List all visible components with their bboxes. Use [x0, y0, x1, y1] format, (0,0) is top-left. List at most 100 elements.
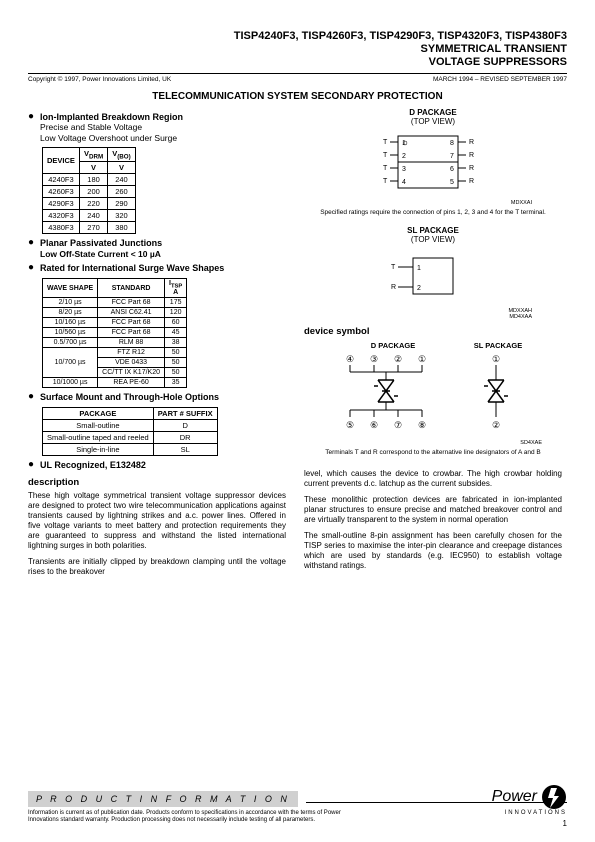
t2-cell: 10/560 µs [43, 328, 98, 338]
feature1-title: Ion-Implanted Breakdown Region [40, 112, 183, 123]
sl-package-sub: (TOP VIEW) [304, 235, 562, 244]
logo-text1: Power [492, 788, 537, 806]
svg-text:②: ② [492, 420, 500, 430]
t2-cell: FTZ R12 [98, 348, 165, 358]
svg-text:①: ① [492, 354, 500, 364]
d-package-code: MDXXAI [304, 200, 532, 206]
svg-text:R: R [469, 152, 474, 159]
left-column: ● Ion-Implanted Breakdown Region Precise… [28, 108, 286, 583]
title-line3: VOLTAGE SUPPRESSORS [28, 56, 567, 69]
t2-cell: 45 [165, 328, 187, 338]
svg-text:⑥: ⑥ [370, 420, 378, 430]
t1-cell: 260 [108, 186, 136, 198]
wave-shape-table: WAVE SHAPE STANDARD ITSPA 2/10 µsFCC Par… [42, 278, 187, 388]
t3-h1: PACKAGE [43, 408, 154, 420]
feature2-title: Planar Passivated Junctions [40, 238, 162, 249]
t1-cell: 4240F3 [43, 174, 80, 186]
svg-text:⑤: ⑤ [346, 420, 354, 430]
section-title: TELECOMMUNICATION SYSTEM SECONDARY PROTE… [28, 91, 567, 102]
t2-cell: FCC Part 68 [98, 298, 165, 308]
t1-cell: 4260F3 [43, 186, 80, 198]
svg-text:⑦: ⑦ [394, 420, 402, 430]
t2-cell: 8/20 µs [43, 308, 98, 318]
bullet-icon: ● [28, 460, 34, 471]
svg-text:T: T [383, 152, 388, 159]
d-package-sub: (TOP VIEW) [304, 117, 562, 126]
svg-text:2: 2 [417, 285, 421, 292]
t2-cell: 10/1000 µs [43, 378, 98, 388]
t1-cell: 320 [108, 210, 136, 222]
bullet-icon: ● [28, 392, 34, 403]
sym-d-label: D PACKAGE [338, 341, 448, 350]
t1-cell: 380 [108, 222, 136, 234]
svg-text:7: 7 [450, 153, 454, 160]
d-package-title: D PACKAGE [304, 108, 562, 117]
t2-cell: REA PE-60 [98, 378, 165, 388]
feature1-sub2: Low Voltage Overshoot under Surge [40, 133, 183, 143]
t1-cell: 240 [79, 210, 107, 222]
footer: P R O D U C T I N F O R M A T I O N Info… [28, 791, 567, 824]
svg-text:4: 4 [402, 179, 406, 186]
feature3-title: Rated for International Surge Wave Shape… [40, 263, 224, 274]
svg-text:T: T [383, 165, 388, 172]
t2-cell: 60 [165, 318, 187, 328]
t1-cell: 290 [108, 198, 136, 210]
description-p5: The small-outline 8-pin assignment has b… [304, 531, 562, 571]
t1-cell: 4380F3 [43, 222, 80, 234]
sl-package-diagram: T1 R2 [343, 246, 523, 306]
title-line2: SYMMETRICAL TRANSIENT [28, 43, 567, 56]
d-package-diagram: T1 T2 T3 T4 8R 7R 6R 5R [343, 128, 523, 198]
svg-text:6: 6 [450, 166, 454, 173]
t2-cell: ANSI C62.41 [98, 308, 165, 318]
d-symbol-diagram: ④③②① ⑤⑥⑦⑧ [338, 350, 448, 440]
logo-icon [541, 784, 567, 810]
logo: Power INNOVATIONS [492, 784, 567, 816]
svg-text:R: R [391, 284, 396, 291]
t1-cell: 4290F3 [43, 198, 80, 210]
t2-cell: 35 [165, 378, 187, 388]
revision-date: MARCH 1994 – REVISED SEPTEMBER 1997 [433, 76, 567, 83]
t2-h1: WAVE SHAPE [43, 279, 98, 298]
footer-bar-text: P R O D U C T I N F O R M A T I O N [28, 791, 298, 807]
t2-cell: FCC Part 68 [98, 328, 165, 338]
t1-h2: VDRM [79, 147, 107, 162]
feature4-title: Surface Mount and Through-Hole Options [40, 392, 219, 403]
t1-unit2: V [108, 162, 136, 174]
t3-cell: DR [153, 432, 217, 444]
t2-cell: 38 [165, 338, 187, 348]
sl-symbol-diagram: ① ② [468, 350, 528, 440]
t2-cell: RLM 88 [98, 338, 165, 348]
t3-cell: Single-in-line [43, 444, 154, 456]
t3-h2: PART # SUFFIX [153, 408, 217, 420]
svg-text:⑧: ⑧ [418, 420, 426, 430]
t1-cell: 180 [79, 174, 107, 186]
svg-text:3: 3 [402, 166, 406, 173]
svg-text:②: ② [394, 354, 402, 364]
svg-text:T: T [383, 139, 388, 146]
svg-text:8: 8 [450, 140, 454, 147]
bullet-icon: ● [28, 263, 34, 274]
svg-text:T: T [383, 178, 388, 185]
svg-text:2: 2 [402, 153, 406, 160]
device-table: DEVICE VDRM V(BO) V V 4240F3180240 4260F… [42, 147, 136, 235]
description-p4: These monolithic protection devices are … [304, 495, 562, 525]
t2-h3: ITSPA [165, 279, 187, 298]
t2-cell: 120 [165, 308, 187, 318]
description-p2: Transients are initially clipped by brea… [28, 557, 286, 577]
d-package-note: Specified ratings require the connection… [304, 209, 562, 217]
t1-cell: 200 [79, 186, 107, 198]
description-p3: level, which causes the device to crowba… [304, 469, 562, 489]
svg-text:R: R [469, 165, 474, 172]
svg-text:1: 1 [417, 265, 421, 272]
t2-h2: STANDARD [98, 279, 165, 298]
t2-cell: 2/10 µs [43, 298, 98, 308]
sym-sl-label: SL PACKAGE [468, 341, 528, 350]
t3-cell: D [153, 420, 217, 432]
t1-unit1: V [79, 162, 107, 174]
bullet-icon: ● [28, 238, 34, 259]
t2-cell: 175 [165, 298, 187, 308]
svg-text:④: ④ [346, 354, 354, 364]
t2-cell: 50 [165, 358, 187, 368]
t1-h3: V(BO) [108, 147, 136, 162]
t3-cell: Small-outline [43, 420, 154, 432]
